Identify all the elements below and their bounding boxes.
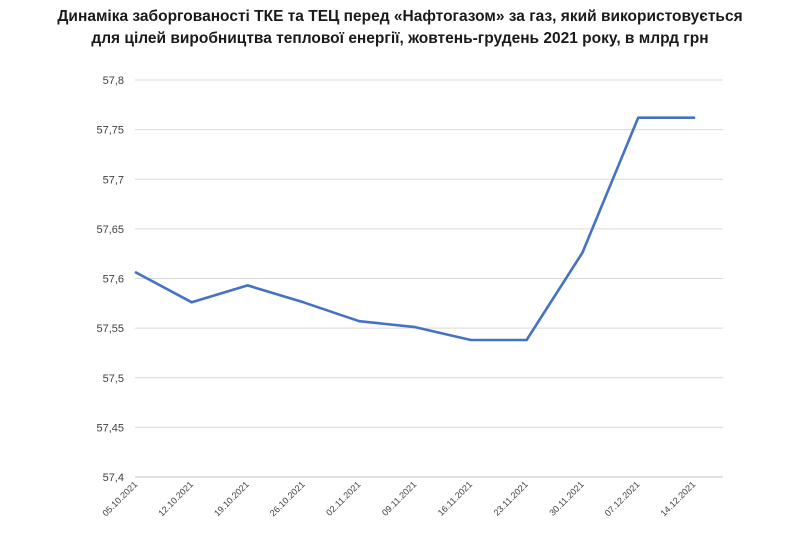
data-point xyxy=(190,301,193,304)
gridlines xyxy=(135,79,723,478)
data-point xyxy=(637,116,640,119)
y-tick-label: 57,6 xyxy=(103,274,124,286)
x-tick-label: 12.10.2021 xyxy=(156,479,195,518)
y-tick-label: 57,75 xyxy=(96,125,124,137)
data-point xyxy=(469,338,472,342)
data-point xyxy=(525,338,528,342)
y-axis-ticks: 57,4 57,45 57,5 57,55 57,6 57,65 57,7 57,75 57,8 xyxy=(96,75,124,484)
x-tick-label: 16.11.2021 xyxy=(436,479,474,517)
x-tick-label: 26.10.2021 xyxy=(268,479,307,518)
chart-title-line1: Динаміка заборгованості ТКЕ та ТЕЦ перед… xyxy=(57,8,743,25)
chart-title: Динаміка заборгованості ТКЕ та ТЕЦ перед… xyxy=(0,6,800,50)
data-point xyxy=(134,271,138,274)
data-point xyxy=(692,116,696,119)
x-tick-label: 23.11.2021 xyxy=(492,479,530,517)
y-tick-label: 57,7 xyxy=(103,174,124,186)
x-tick-label: 30.11.2021 xyxy=(547,479,585,517)
x-tick-label: 02.11.2021 xyxy=(324,479,362,517)
data-point xyxy=(246,284,249,287)
y-tick-label: 57,8 xyxy=(103,75,124,87)
y-tick-label: 57,55 xyxy=(96,323,124,335)
data-point xyxy=(413,325,417,329)
x-tick-label: 19.10.2021 xyxy=(212,479,251,518)
series xyxy=(134,116,696,342)
data-point xyxy=(302,301,305,304)
x-tick-label: 14.12.2021 xyxy=(658,479,697,518)
data-point xyxy=(581,251,584,254)
y-tick-label: 57,5 xyxy=(103,373,124,385)
x-tick-label: 09.11.2021 xyxy=(380,479,418,517)
x-tick-label: 07.12.2021 xyxy=(603,479,642,518)
y-tick-label: 57,65 xyxy=(96,224,124,236)
y-tick-label: 57,4 xyxy=(103,472,124,484)
x-tick-label: 05.10.2021 xyxy=(100,479,139,518)
y-tick-label: 57,45 xyxy=(96,422,124,434)
x-axis-ticks: 05.10.2021 12.10.2021 19.10.2021 26.10.2021… xyxy=(100,479,697,518)
data-point xyxy=(358,319,361,323)
chart-title-line2: для цілей виробництва теплової енергії, … xyxy=(91,30,709,47)
